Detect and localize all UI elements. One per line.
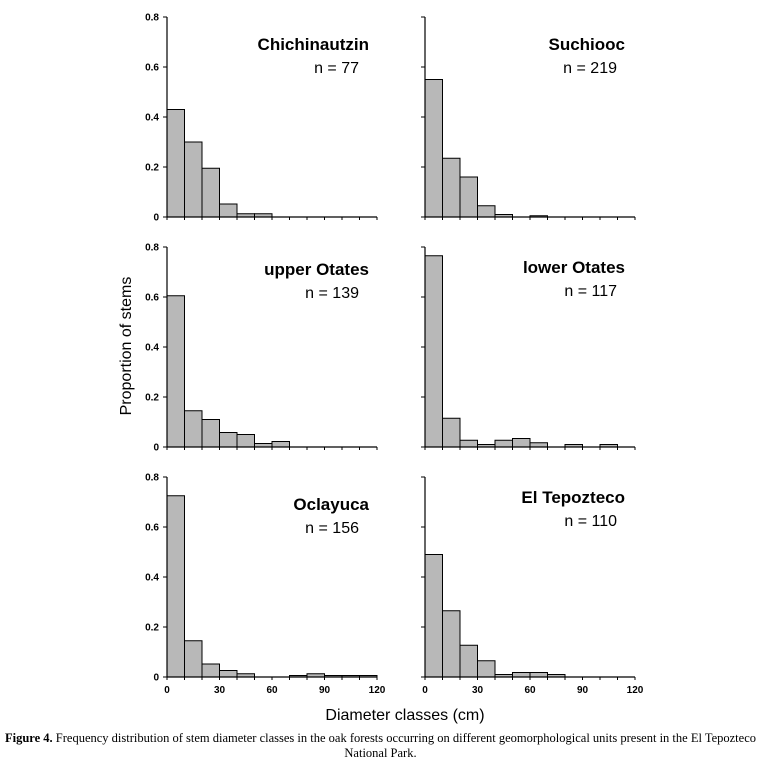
panel-lower-otates: lower Otates n = 117 [421, 246, 636, 450]
bar-50-60 [512, 438, 531, 448]
bar-20-30 [201, 167, 220, 218]
y-tick-label: 0.8 [145, 473, 159, 484]
x-tick-label: 30 [214, 685, 226, 696]
bar-0-10 [424, 255, 443, 448]
y-tick-label: 0.4 [145, 343, 159, 354]
bar-30-40 [219, 203, 238, 218]
x-tick-label: 120 [369, 685, 386, 696]
panel-sample-size: n = 139 [305, 285, 359, 302]
bar-30-40 [219, 432, 238, 448]
y-tick-label: 0.4 [145, 113, 159, 124]
bar-30-40 [477, 660, 496, 678]
y-tick-label: 0.4 [145, 573, 159, 584]
y-axis-title: Proportion of stems [118, 277, 135, 416]
bar-30-40 [477, 205, 496, 218]
y-tick-label: 0 [153, 443, 159, 454]
panel-el-tepozteco: 0 30 60 90 120 El Tepozteco n = 110 [421, 476, 644, 696]
y-tick-label: 0.8 [145, 13, 159, 24]
bar-20-30 [459, 439, 478, 448]
bar-0-10 [166, 109, 185, 218]
x-axis-title: Diameter classes (cm) [325, 707, 484, 724]
bar-10-20 [184, 640, 203, 678]
panel-sample-size: n = 219 [563, 60, 617, 77]
bar-10-20 [184, 410, 203, 448]
panel-title: Chichinautzin [258, 35, 369, 54]
bar-60-70 [529, 672, 548, 678]
y-tick-label: 0.6 [145, 63, 159, 74]
x-tick-label: 0 [164, 685, 170, 696]
x-tick-label: 60 [266, 685, 278, 696]
panel-sample-size: n = 117 [564, 283, 617, 300]
y-tick-label: 0.6 [145, 293, 159, 304]
panel-sample-size: n = 110 [564, 513, 617, 530]
panel-title: El Tepozteco [521, 488, 625, 507]
x-tick-label: 30 [472, 685, 484, 696]
panels-group: 0 0.2 0.4 0.6 0.8 Chichinautzin n = 77 Suchiooc… [145, 13, 644, 697]
x-tick-label: 90 [319, 685, 331, 696]
bar-20-30 [459, 176, 478, 218]
bar-0-10 [424, 79, 443, 218]
bar-10-20 [184, 141, 203, 218]
panel-chichinautzin: 0 0.2 0.4 0.6 0.8 Chichinautzin n = 77 [145, 13, 378, 224]
panel-oclayuca: 0 0.2 0.4 0.6 0.8 0 30 60 90 120 Oclayuca n = 156 [145, 473, 386, 697]
y-tick-label: 0.8 [145, 243, 159, 254]
bar-50-60 [512, 672, 531, 678]
panel-title: upper Otates [264, 260, 369, 279]
bar-0-10 [166, 495, 185, 678]
caption-label: Figure 4. [4, 731, 53, 745]
figure-caption: Figure 4. Frequency distribution of stem… [0, 731, 761, 761]
bar-10-20 [442, 610, 461, 678]
x-tick-label: 90 [577, 685, 589, 696]
bar-10-20 [442, 417, 461, 448]
y-tick-label: 0.2 [145, 623, 159, 634]
panel-title: lower Otates [523, 258, 625, 277]
y-tick-label: 0.6 [145, 523, 159, 534]
panel-sample-size: n = 156 [305, 520, 359, 537]
bar-0-10 [424, 554, 443, 678]
panel-title: Oclayuca [293, 495, 369, 514]
panel-suchiooc: Suchiooc n = 219 [421, 16, 636, 220]
x-tick-label: 120 [627, 685, 644, 696]
y-tick-label: 0.2 [145, 163, 159, 174]
bar-40-50 [494, 439, 513, 448]
bar-20-30 [201, 663, 220, 678]
bar-20-30 [459, 644, 478, 678]
bar-30-40 [219, 670, 238, 678]
bar-60-70 [529, 442, 548, 448]
y-tick-label: 0 [153, 213, 159, 224]
x-tick-label: 60 [524, 685, 536, 696]
bar-10-20 [442, 157, 461, 218]
bar-60-70 [271, 441, 290, 448]
panel-upper-otates: 0 0.2 0.4 0.6 0.8 upper Otates n = 139 [145, 243, 378, 454]
x-tick-label: 0 [422, 685, 428, 696]
bar-40-50 [236, 434, 255, 448]
y-tick-label: 0 [153, 673, 159, 684]
caption-text: Frequency distribution of stem diameter … [52, 731, 757, 760]
bar-0-10 [166, 295, 185, 448]
panel-title: Suchiooc [548, 35, 625, 54]
bar-20-30 [201, 419, 220, 448]
y-tick-label: 0.2 [145, 393, 159, 404]
panel-sample-size: n = 77 [314, 60, 359, 77]
